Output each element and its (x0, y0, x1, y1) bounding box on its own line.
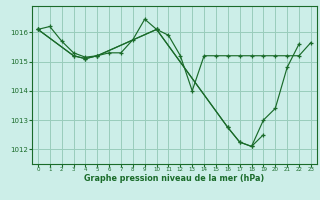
X-axis label: Graphe pression niveau de la mer (hPa): Graphe pression niveau de la mer (hPa) (84, 174, 265, 183)
